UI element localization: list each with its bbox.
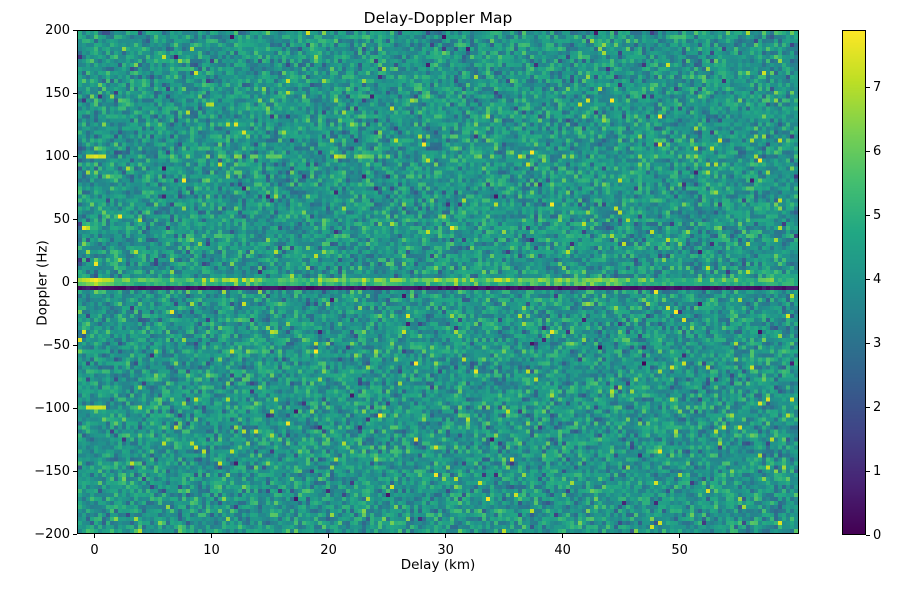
colorbar-tick-label: 7	[873, 80, 882, 96]
y-tick-mark	[73, 407, 77, 409]
colorbar-tick-label: 5	[873, 207, 882, 223]
chart-title: Delay-Doppler Map	[363, 9, 513, 27]
colorbar-tick-mark	[866, 470, 870, 472]
y-tick-mark	[73, 29, 77, 31]
y-tick-mark	[73, 155, 77, 157]
x-tick-mark	[94, 534, 96, 538]
colorbar-tick-label: 0	[873, 527, 882, 543]
heatmap-canvas	[78, 31, 798, 533]
colorbar-tick-mark	[866, 214, 870, 216]
colorbar-tick-mark	[866, 278, 870, 280]
colorbar-tick-label: 2	[873, 399, 882, 415]
y-tick-label: 0	[61, 274, 70, 290]
y-tick-label: 50	[53, 211, 70, 227]
colorbar-tick-label: 3	[873, 335, 882, 351]
x-tick-mark	[328, 534, 330, 538]
y-tick-mark	[73, 281, 77, 283]
colorbar	[842, 30, 866, 535]
colorbar-tick-label: 1	[873, 463, 882, 479]
colorbar-tick-mark	[866, 406, 870, 408]
x-axis-label: Delay (km)	[400, 557, 476, 573]
y-tick-mark	[73, 533, 77, 535]
x-tick-label: 50	[671, 543, 688, 558]
x-tick-mark	[211, 534, 213, 538]
colorbar-tick-label: 4	[873, 271, 882, 287]
x-tick-label: 20	[320, 543, 337, 558]
colorbar-tick-label: 6	[873, 143, 882, 159]
x-tick-mark	[445, 534, 447, 538]
x-tick-label: 40	[554, 543, 571, 558]
y-tick-label: −200	[34, 526, 70, 542]
x-tick-mark	[679, 534, 681, 538]
x-tick-label: 30	[437, 543, 454, 558]
x-tick-label: 0	[90, 543, 99, 558]
colorbar-tick-mark	[866, 87, 870, 89]
colorbar-canvas	[843, 31, 865, 534]
y-tick-mark	[73, 470, 77, 472]
y-tick-mark	[73, 218, 77, 220]
y-tick-mark	[73, 92, 77, 94]
colorbar-tick-mark	[866, 150, 870, 152]
y-tick-label: 200	[45, 22, 70, 38]
y-tick-label: −150	[34, 463, 70, 479]
y-tick-label: 150	[45, 85, 70, 101]
colorbar-tick-mark	[866, 534, 870, 536]
colorbar-tick-mark	[866, 342, 870, 344]
heatmap-plot-area	[77, 30, 799, 534]
y-tick-label: 100	[45, 148, 70, 164]
y-tick-label: −100	[34, 400, 70, 416]
x-tick-mark	[562, 534, 564, 538]
y-tick-label: −50	[42, 337, 70, 353]
x-tick-label: 10	[203, 543, 220, 558]
y-tick-mark	[73, 344, 77, 346]
